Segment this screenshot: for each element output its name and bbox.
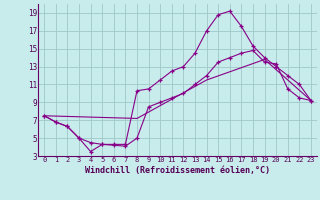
X-axis label: Windchill (Refroidissement éolien,°C): Windchill (Refroidissement éolien,°C) [85,166,270,175]
